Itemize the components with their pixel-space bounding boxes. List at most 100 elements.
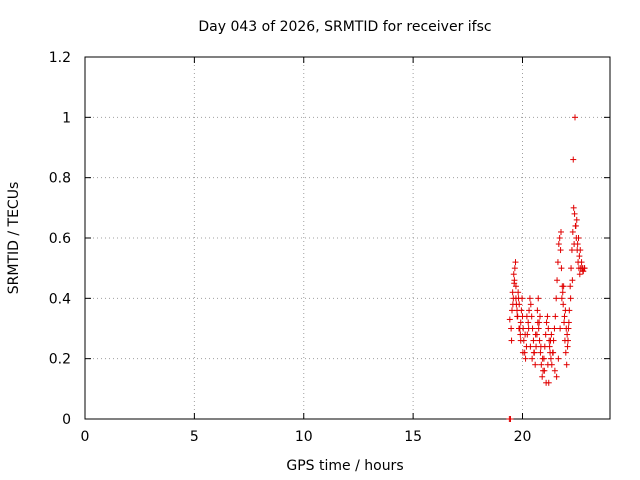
data-point xyxy=(537,313,543,320)
data-point xyxy=(535,325,542,332)
data-point xyxy=(572,114,578,121)
data-point xyxy=(514,313,521,320)
chart-title: Day 043 of 2026, SRMTID for receiver ifs… xyxy=(198,19,491,35)
data-point xyxy=(534,307,541,314)
data-point xyxy=(522,331,529,338)
data-point xyxy=(527,301,534,308)
data-point xyxy=(543,319,550,326)
data-point xyxy=(557,325,564,332)
data-point xyxy=(560,283,567,290)
data-point xyxy=(516,301,523,308)
data-point xyxy=(570,156,577,163)
data-point xyxy=(567,295,574,302)
data-point xyxy=(526,295,533,302)
data-point xyxy=(558,295,565,302)
data-point xyxy=(539,373,546,380)
data-point xyxy=(547,355,554,362)
data-point xyxy=(542,331,549,338)
data-point xyxy=(572,222,579,229)
data-point xyxy=(565,319,572,326)
axis-ticks: 0 5 10 15 20 0 0.2 0.4 0.6 0.8 1 1.2 xyxy=(49,50,610,445)
data-point xyxy=(568,247,575,254)
data-point xyxy=(581,265,588,272)
data-point xyxy=(558,265,565,272)
data-point xyxy=(563,325,570,332)
data-point xyxy=(507,416,514,422)
data-point xyxy=(512,283,519,290)
y-tick-label: 1 xyxy=(62,110,71,126)
data-point xyxy=(576,271,583,278)
data-point xyxy=(568,265,575,272)
data-point xyxy=(551,367,558,374)
data-point xyxy=(509,289,516,296)
data-point xyxy=(544,313,551,320)
data-point xyxy=(553,373,560,380)
data-point xyxy=(525,325,532,332)
data-point xyxy=(555,355,562,362)
data-point xyxy=(559,289,566,296)
y-tick-label: 0 xyxy=(62,412,71,428)
data-point xyxy=(555,241,562,248)
data-point xyxy=(511,277,518,284)
data-point xyxy=(537,343,544,350)
data-point xyxy=(525,319,532,326)
data-point xyxy=(571,210,578,217)
data-point xyxy=(557,247,564,254)
data-point xyxy=(552,313,559,320)
data-point xyxy=(508,337,515,344)
data-point xyxy=(512,295,519,302)
data-point xyxy=(565,337,571,344)
data-point xyxy=(512,259,519,266)
data-point xyxy=(516,325,522,332)
data-point xyxy=(529,355,536,362)
data-point xyxy=(530,337,537,344)
data-point xyxy=(517,319,524,326)
data-point xyxy=(554,277,561,284)
data-point xyxy=(558,228,564,235)
data-point xyxy=(569,228,576,235)
data-point xyxy=(545,325,552,332)
data-point xyxy=(550,349,557,356)
data-point xyxy=(570,204,577,211)
data-point xyxy=(535,295,542,302)
x-tick-label: 5 xyxy=(190,429,199,445)
data-point xyxy=(510,271,517,278)
data-point xyxy=(515,289,522,296)
data-point xyxy=(511,265,518,272)
data-point xyxy=(569,277,576,284)
data-point xyxy=(509,307,515,314)
data-point xyxy=(563,361,570,368)
data-point xyxy=(575,235,582,241)
x-axis-label: GPS time / hours xyxy=(286,458,403,474)
data-point xyxy=(536,319,543,326)
data-point xyxy=(548,331,555,338)
y-axis-label: SRMTID / TECUs xyxy=(6,182,22,295)
data-point xyxy=(527,343,534,350)
x-tick-label: 0 xyxy=(81,429,90,445)
data-point xyxy=(538,361,545,368)
data-point xyxy=(564,331,571,338)
x-tick-label: 20 xyxy=(514,429,532,445)
data-point xyxy=(574,241,581,248)
data-point xyxy=(562,349,569,356)
data-point xyxy=(541,367,548,374)
y-tick-label: 0.4 xyxy=(49,291,71,307)
data-point xyxy=(561,313,568,320)
y-tick-label: 0.8 xyxy=(49,171,71,187)
data-point xyxy=(576,253,583,260)
data-point xyxy=(578,259,585,266)
data-point xyxy=(508,325,515,332)
data-point xyxy=(539,355,546,362)
data-point xyxy=(526,307,533,314)
data-point xyxy=(551,325,558,332)
data-point xyxy=(556,235,563,241)
data-point xyxy=(562,307,569,314)
data-point xyxy=(554,259,561,266)
data-point xyxy=(564,343,571,350)
x-tick-label: 15 xyxy=(404,429,422,445)
data-point xyxy=(536,337,543,344)
data-point xyxy=(579,268,586,275)
data-points xyxy=(506,114,588,422)
